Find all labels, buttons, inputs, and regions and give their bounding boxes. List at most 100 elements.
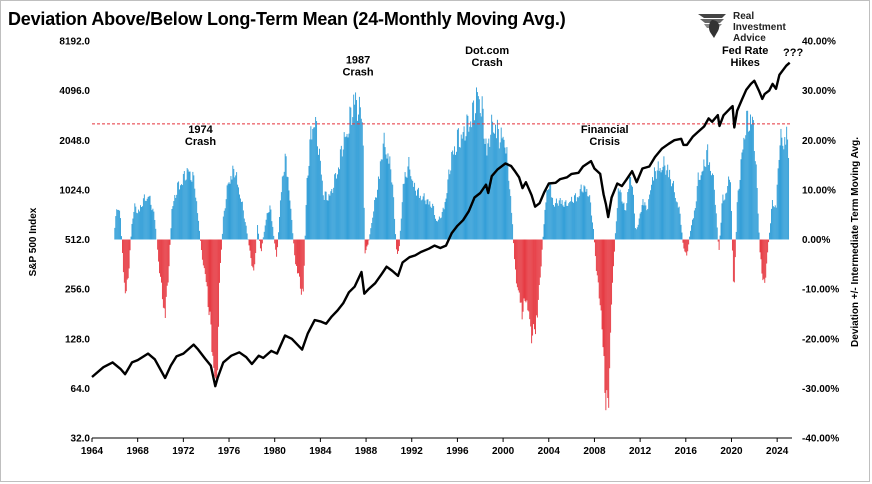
deviation-bar	[166, 239, 168, 286]
deviation-bar	[229, 183, 231, 240]
deviation-bar	[469, 126, 471, 240]
deviation-bar	[280, 192, 282, 240]
deviation-bar	[232, 165, 234, 240]
deviation-bar	[221, 233, 223, 240]
deviation-bar	[676, 202, 678, 240]
deviation-bar	[595, 239, 597, 271]
deviation-bar	[614, 233, 616, 240]
deviation-bar	[119, 210, 121, 240]
deviation-bar	[689, 236, 691, 240]
deviation-bar	[393, 197, 395, 240]
deviation-bar	[608, 239, 610, 408]
deviation-bar	[404, 172, 406, 240]
deviation-bar	[126, 239, 128, 280]
deviation-bar	[239, 194, 240, 240]
deviation-bar	[628, 189, 630, 240]
deviation-bar	[138, 209, 140, 240]
deviation-bar	[770, 223, 771, 240]
deviation-bar	[570, 201, 572, 240]
x-tick-label: 2008	[583, 446, 606, 457]
deviation-bar	[562, 205, 564, 240]
deviation-bar	[114, 227, 116, 240]
deviation-bar	[603, 239, 605, 357]
deviation-bar	[175, 197, 177, 240]
deviation-bar	[204, 239, 206, 275]
deviation-bar	[672, 183, 673, 240]
deviation-bar	[637, 224, 639, 240]
deviation-bar	[513, 239, 515, 244]
deviation-bar	[320, 174, 322, 240]
deviation-bar	[771, 208, 772, 240]
deviation-bar	[602, 239, 604, 348]
deviation-bar	[400, 218, 402, 240]
deviation-bar	[295, 239, 297, 265]
deviation-bar	[692, 218, 694, 240]
deviation-bar	[522, 239, 524, 312]
deviation-bar	[665, 174, 667, 240]
deviation-bar	[532, 239, 534, 336]
deviation-bar	[117, 210, 119, 240]
deviation-bar	[755, 164, 757, 240]
deviation-bar	[283, 171, 285, 240]
deviation-bar	[516, 239, 518, 288]
deviation-bar	[118, 209, 120, 240]
deviation-bar	[663, 156, 665, 240]
deviation-bar	[366, 239, 368, 247]
deviation-bar	[245, 225, 247, 240]
deviation-bar	[530, 239, 532, 327]
deviation-bar	[241, 201, 243, 240]
deviation-bar	[464, 140, 466, 240]
deviation-bar	[353, 94, 355, 240]
deviation-bar	[758, 232, 760, 240]
deviation-bar	[224, 208, 226, 240]
deviation-bar	[427, 199, 429, 240]
deviation-bar	[699, 179, 701, 240]
deviation-bar	[527, 239, 529, 311]
deviation-bar	[776, 184, 778, 240]
deviation-bar	[219, 239, 220, 283]
deviation-bar	[279, 216, 280, 240]
deviation-bar	[216, 239, 218, 381]
deviation-bar	[486, 155, 488, 240]
deviation-bar	[582, 192, 584, 240]
y-axis-left: 8192.0 4096.0 2048.0 1024.0 512.0 256.0 128.0 6…	[59, 37, 90, 445]
deviation-bar	[125, 239, 127, 292]
deviation-bar	[458, 146, 460, 240]
deviation-bar	[396, 239, 397, 250]
annotation-label: ???	[783, 47, 803, 59]
deviation-bar	[680, 224, 682, 240]
deviation-bar	[780, 128, 782, 240]
deviation-bar	[537, 239, 539, 300]
deviation-bar	[332, 192, 334, 240]
deviation-bar	[148, 196, 150, 240]
deviation-bar	[554, 206, 555, 240]
deviation-bar	[290, 208, 292, 240]
deviation-bar	[213, 239, 215, 368]
deviation-bar	[519, 239, 521, 303]
deviation-bar	[617, 188, 619, 240]
deviation-bar	[692, 219, 693, 240]
deviation-bar	[128, 239, 130, 269]
deviation-bar	[432, 203, 434, 240]
deviation-bar	[500, 127, 502, 240]
deviation-bar	[708, 164, 710, 240]
y-tick-label: 128.0	[65, 334, 90, 345]
deviation-bar	[127, 239, 129, 279]
deviation-bar	[683, 239, 685, 249]
deviation-bar	[255, 239, 257, 254]
deviation-bar	[270, 209, 272, 240]
deviation-bar	[333, 187, 335, 240]
deviation-bar	[331, 189, 333, 240]
deviation-bar	[556, 203, 558, 240]
deviation-bar	[739, 179, 741, 240]
deviation-bar	[376, 197, 377, 240]
deviation-bar	[318, 154, 319, 240]
deviation-bar	[548, 189, 550, 240]
deviation-bar	[238, 187, 239, 240]
deviation-bar	[444, 202, 446, 240]
deviation-bar	[244, 222, 246, 240]
deviation-bar	[778, 159, 780, 240]
deviation-bar	[409, 169, 411, 240]
deviation-bar	[171, 208, 173, 240]
deviation-bar	[385, 154, 387, 240]
